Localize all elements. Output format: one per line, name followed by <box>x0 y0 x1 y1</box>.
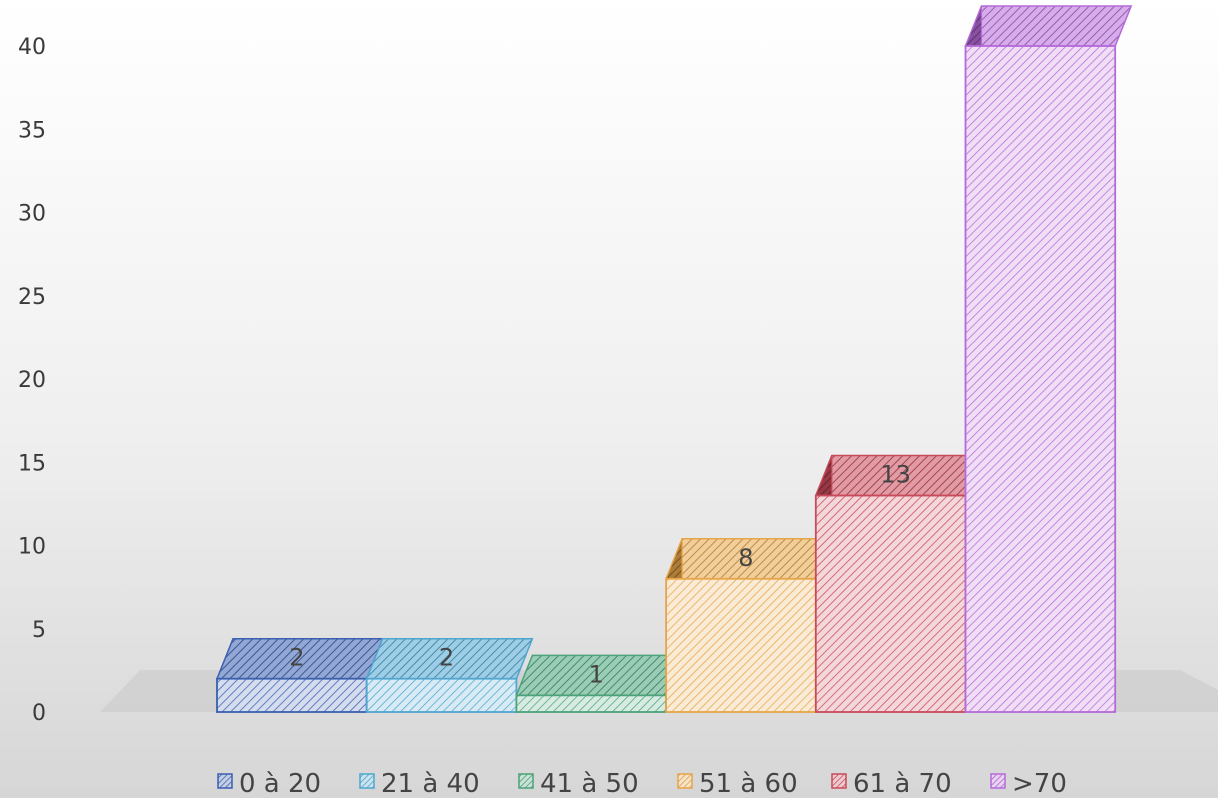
legend-label: 61 à 70 <box>853 769 952 798</box>
bar-front-face <box>814 494 967 713</box>
bar <box>215 637 384 713</box>
legend-swatch <box>831 773 847 789</box>
bars <box>215 5 1133 713</box>
bar <box>515 654 684 713</box>
legend-swatch <box>990 773 1006 789</box>
legend-label: 51 à 60 <box>699 769 798 798</box>
legend: 0 à 20 21 à 40 41 à 50 51 à 60 61 à 70 >70 <box>217 769 1067 798</box>
y-tick-label: 15 <box>18 451 46 476</box>
data-label: 8 <box>738 544 753 572</box>
y-axis: 0 5 10 15 20 25 30 35 40 <box>18 35 46 726</box>
bar-front-face <box>964 45 1117 713</box>
legend-swatch <box>518 773 534 789</box>
legend-label: 0 à 20 <box>239 769 321 798</box>
y-tick-label: 35 <box>18 118 46 143</box>
bar-front-face <box>216 677 368 713</box>
bar <box>664 538 833 713</box>
data-label: 2 <box>289 644 304 672</box>
bar <box>814 454 983 713</box>
legend-swatch <box>359 773 375 789</box>
bar <box>365 637 534 713</box>
data-label: 2 <box>439 644 454 672</box>
y-tick-label: 10 <box>18 535 46 560</box>
data-label: 13 <box>880 461 911 489</box>
data-label: 1 <box>589 660 604 688</box>
y-tick-label: 25 <box>18 285 46 310</box>
legend-label: >70 <box>1012 769 1067 798</box>
bar-top-face <box>964 5 1133 47</box>
bar-front-face <box>515 694 668 713</box>
legend-item: 21 à 40 <box>359 769 480 798</box>
legend-item: 51 à 60 <box>677 769 798 798</box>
y-tick-label: 40 <box>18 35 46 60</box>
legend-item: 41 à 50 <box>518 769 639 798</box>
y-tick-label: 5 <box>32 618 46 643</box>
legend-item: 61 à 70 <box>831 769 952 798</box>
y-tick-label: 20 <box>18 368 46 393</box>
bar-front-face <box>665 577 817 713</box>
y-tick-label: 30 <box>18 202 46 227</box>
legend-item: 0 à 20 <box>217 769 321 798</box>
legend-swatch <box>677 773 693 789</box>
data-labels: 22181340 <box>289 461 911 689</box>
legend-item: >70 <box>990 769 1067 798</box>
bar-front-face <box>365 677 518 713</box>
legend-label: 21 à 40 <box>381 769 480 798</box>
legend-swatch <box>217 773 233 789</box>
y-tick-label: 0 <box>32 701 46 726</box>
legend-label: 41 à 50 <box>540 769 639 798</box>
bar <box>964 5 1133 713</box>
